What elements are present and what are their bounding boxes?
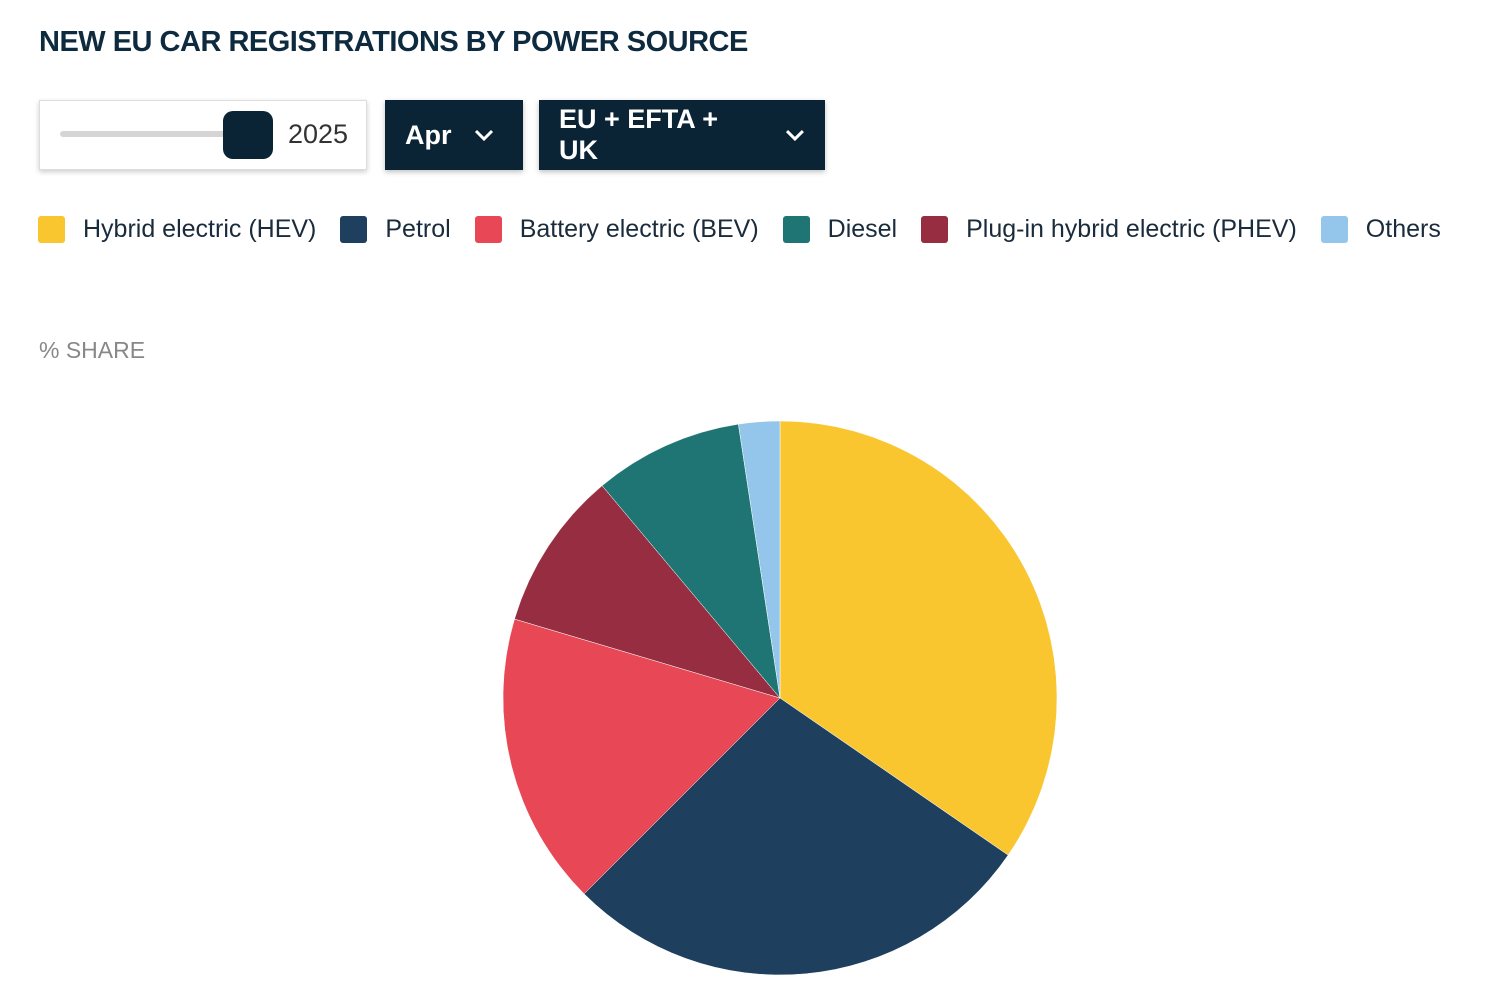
- legend-label: Hybrid electric (HEV): [83, 214, 317, 243]
- legend-swatch: [921, 215, 949, 243]
- legend-swatch: [1320, 215, 1348, 243]
- year-value: 2025: [288, 119, 349, 149]
- pie-slice: [502, 618, 781, 895]
- legend-label: Diesel: [827, 214, 898, 243]
- month-dropdown[interactable]: Apr: [385, 100, 523, 170]
- pie-slice: [779, 420, 1058, 856]
- slider-track: [60, 131, 230, 137]
- legend-item[interactable]: Hybrid electric (HEV): [38, 213, 316, 245]
- legend-swatch: [782, 215, 810, 243]
- legend: Hybrid electric (HEV) Petrol Battery elect…: [38, 213, 1478, 245]
- pie-slice: [601, 423, 781, 699]
- pie-slice: [514, 485, 781, 699]
- chart-title: NEW EU CAR REGISTRATIONS BY POWER SOURCE: [39, 26, 748, 58]
- chart-subtitle: % SHARE: [39, 337, 146, 363]
- legend-swatch: [474, 215, 502, 243]
- year-slider[interactable]: 2025: [39, 100, 367, 170]
- month-value: Apr: [405, 119, 452, 150]
- legend-swatch: [38, 215, 65, 243]
- region-dropdown[interactable]: EU + EFTA + UK: [539, 100, 825, 170]
- legend-item[interactable]: Others: [1320, 213, 1441, 245]
- legend-item[interactable]: Plug-in hybrid electric (PHEV): [921, 213, 1297, 245]
- legend-label: Others: [1365, 214, 1441, 243]
- legend-item[interactable]: Petrol: [340, 213, 451, 245]
- legend-label: Petrol: [385, 214, 451, 243]
- legend-item[interactable]: Diesel: [782, 213, 898, 245]
- region-value: EU + EFTA + UK: [559, 104, 719, 165]
- legend-item[interactable]: Battery electric (BEV): [474, 213, 759, 245]
- chevron: [786, 129, 805, 141]
- legend-label: Plug-in hybrid electric (PHEV): [966, 214, 1297, 243]
- slider-knob[interactable]: [223, 111, 273, 159]
- legend-label: Battery electric (BEV): [519, 214, 759, 243]
- legend-swatch: [340, 215, 368, 243]
- pie-slice: [738, 420, 781, 699]
- chevron: [474, 129, 493, 141]
- pie-slice: [583, 697, 1009, 976]
